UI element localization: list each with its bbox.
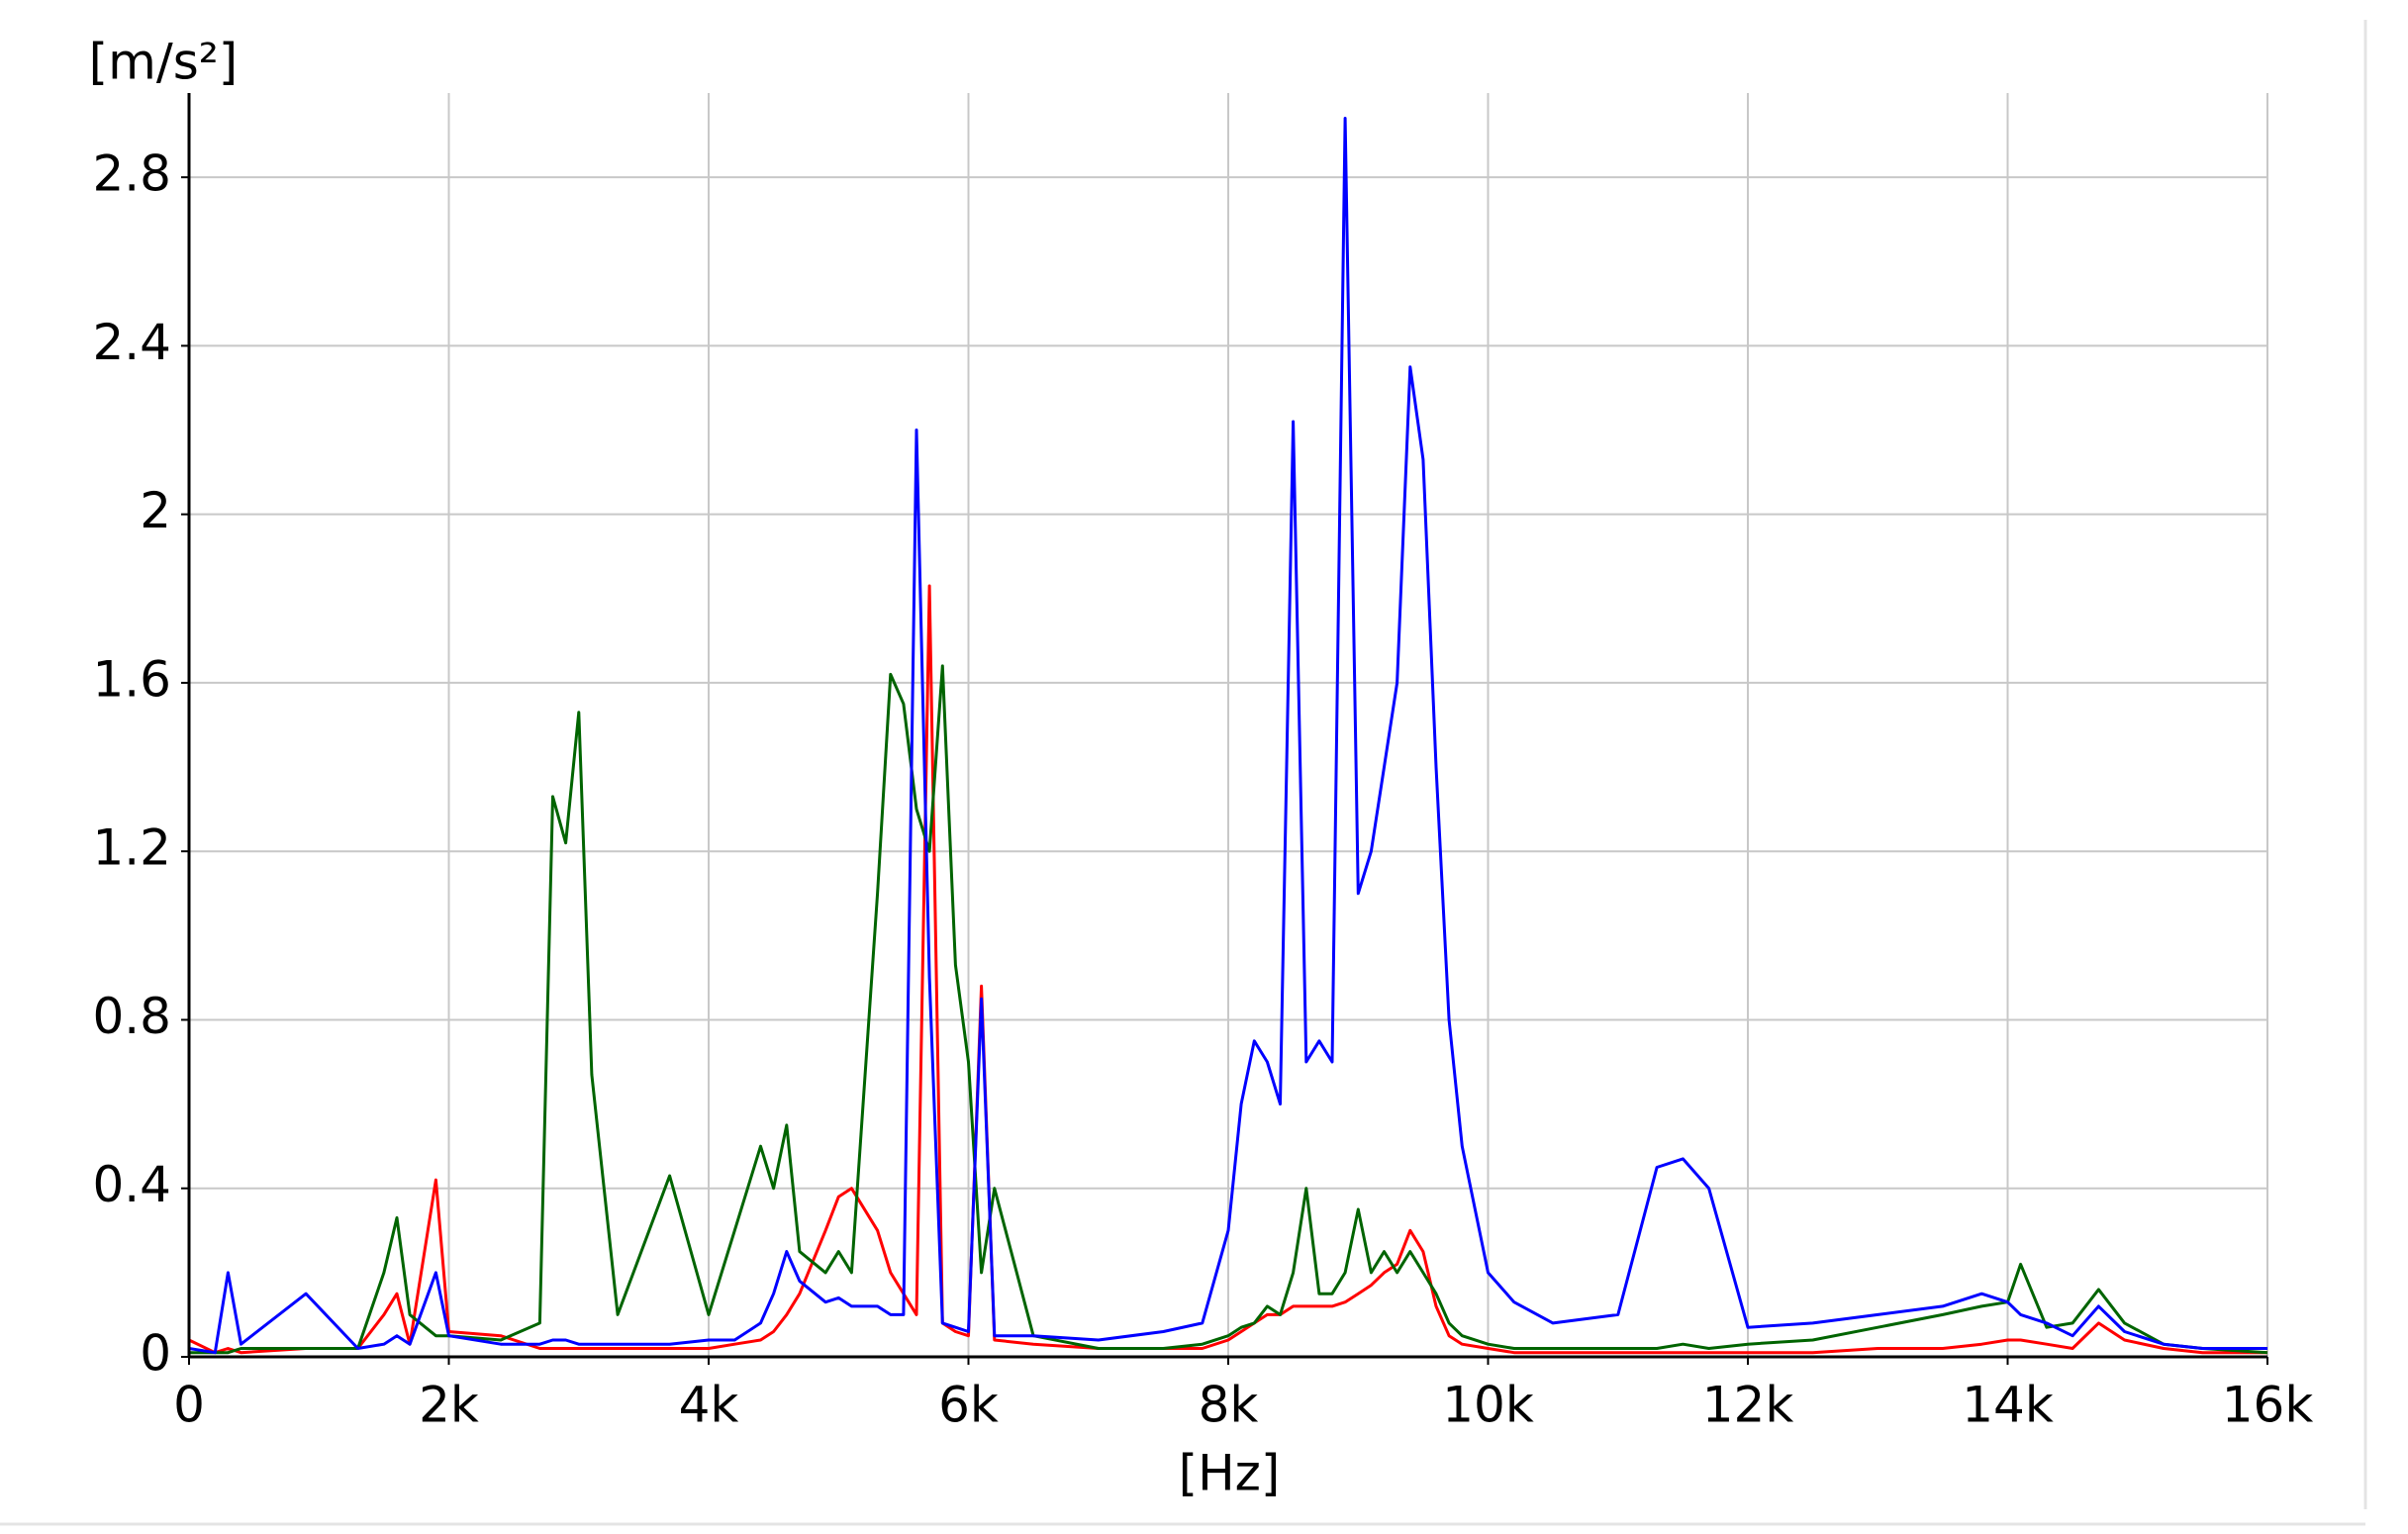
y-tick-label: 0.4 xyxy=(92,1156,171,1213)
y-tick-label: 1.2 xyxy=(92,819,171,877)
y-tick-label: 1.6 xyxy=(92,650,171,708)
x-tick-label: 6k xyxy=(938,1377,999,1434)
x-tick-label: 12k xyxy=(1702,1377,1794,1434)
x-tick-label: 10k xyxy=(1442,1377,1534,1434)
y-axis-label: [m/s²] xyxy=(89,34,239,91)
series-line xyxy=(188,117,2267,1355)
x-tick-label: 4k xyxy=(679,1377,739,1434)
x-tick-label: 0 xyxy=(173,1377,205,1434)
x-tick-label: 2k xyxy=(419,1377,479,1434)
series-line xyxy=(189,664,2268,1355)
y-tick-label: 0.8 xyxy=(92,988,171,1045)
y-tick-label: 2 xyxy=(140,482,171,539)
x-tick-label: 8k xyxy=(1199,1377,1259,1434)
x-tick-label: 16k xyxy=(2222,1377,2314,1434)
series-line xyxy=(188,584,2267,1355)
x-tick-label: 14k xyxy=(1962,1377,2054,1434)
y-tick-label: 2.4 xyxy=(92,314,171,371)
x-axis-label: [Hz] xyxy=(1179,1445,1281,1502)
y-tick-label: 2.8 xyxy=(92,145,171,203)
y-tick-label: 0 xyxy=(140,1325,171,1383)
